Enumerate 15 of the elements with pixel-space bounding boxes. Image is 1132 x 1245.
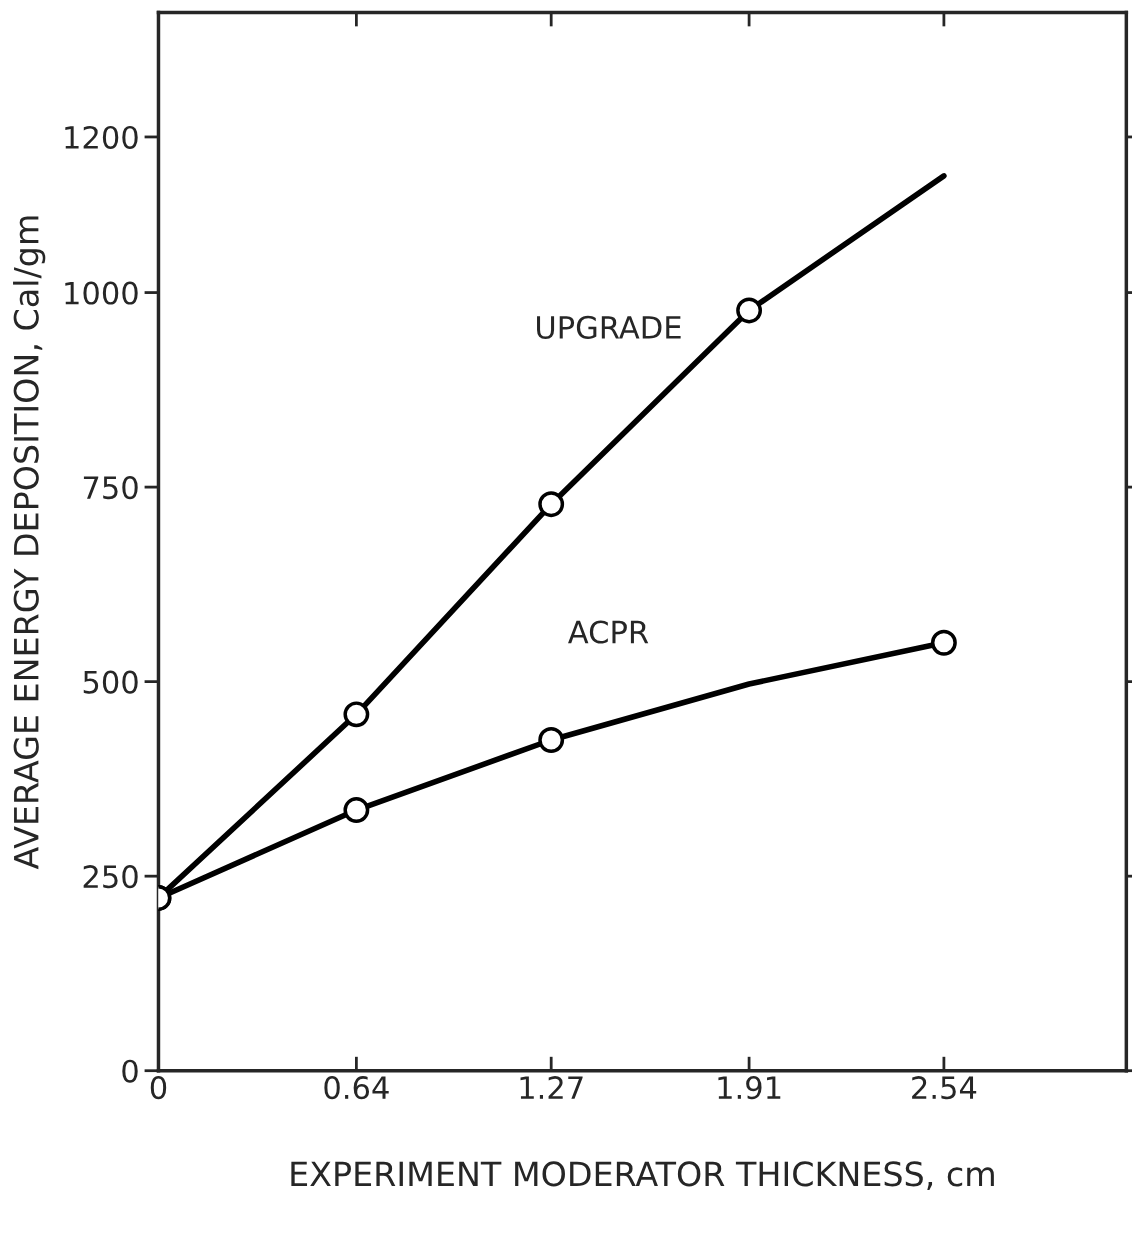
y-tick-label: 0 xyxy=(122,1059,138,1083)
series-label: UPGRADE xyxy=(537,315,681,339)
y-tick-label: 1000 xyxy=(65,281,138,305)
y-tick-label: 250 xyxy=(83,865,138,889)
y-tick-label: 500 xyxy=(83,670,138,694)
x-tick-label: 0 xyxy=(150,1076,167,1100)
x-axis-title: EXPERIMENT MODERATOR THICKNESS, cm xyxy=(291,1161,994,1190)
x-tick-label: 1.91 xyxy=(718,1076,781,1100)
text: ACPR xyxy=(568,620,649,644)
y-axis-title: AVERAGE ENERGY DEPOSITION, Cal/gm xyxy=(13,216,46,870)
y-tick-label: 1200 xyxy=(65,125,138,149)
x-tick-label: 2.54 xyxy=(912,1076,977,1100)
x-tick-label: 1.27 xyxy=(520,1076,583,1099)
x-tick-label: 0.64 xyxy=(324,1076,389,1100)
y-tick-label: 750 xyxy=(83,476,138,500)
